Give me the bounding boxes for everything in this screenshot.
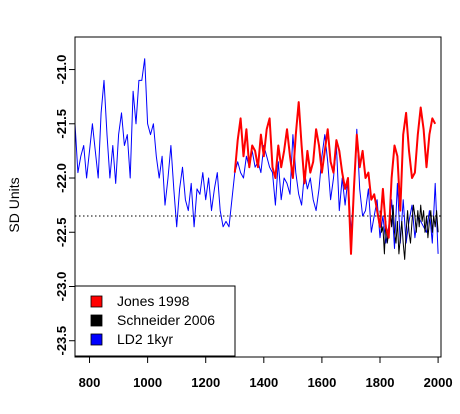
- x-tick-label: 2000: [424, 375, 453, 390]
- x-tick-label: 1800: [366, 375, 395, 390]
- x-tick-label: 1000: [133, 375, 162, 390]
- legend-label: Schneider 2006: [117, 312, 215, 328]
- y-tick-label: -21.5: [54, 109, 69, 139]
- plot-frame: [74, 36, 442, 358]
- legend-swatch: [90, 333, 103, 346]
- legend-label: LD2 1kyr: [117, 331, 173, 347]
- series-line-jones-1998: [233, 101, 437, 255]
- y-tick-label: -22.5: [54, 217, 69, 247]
- x-axis: 800 1000 1200 1400 1600 1800 2000: [79, 357, 453, 390]
- y-axis-title: SD Units: [6, 177, 22, 232]
- legend-swatch: [90, 314, 103, 327]
- x-tick-label: 1400: [249, 375, 278, 390]
- y-axis: -21.0 -21.5 -22.0 -22.5 -23.0 -23.5: [54, 55, 75, 356]
- y-tick-label: -23.5: [54, 326, 69, 356]
- legend-label: Jones 1998: [117, 293, 190, 309]
- legend: Jones 1998 Schneider 2006 LD2 1kyr: [74, 285, 236, 357]
- y-tick-label: -22.0: [54, 163, 69, 193]
- x-tick-label: 1200: [191, 375, 220, 390]
- x-tick-label: 800: [79, 375, 101, 390]
- series-layer: [74, 58, 439, 260]
- legend-swatch: [90, 295, 103, 308]
- x-tick-label: 1600: [307, 375, 336, 390]
- y-tick-label: -21.0: [54, 55, 69, 85]
- y-tick-label: -23.0: [54, 272, 69, 302]
